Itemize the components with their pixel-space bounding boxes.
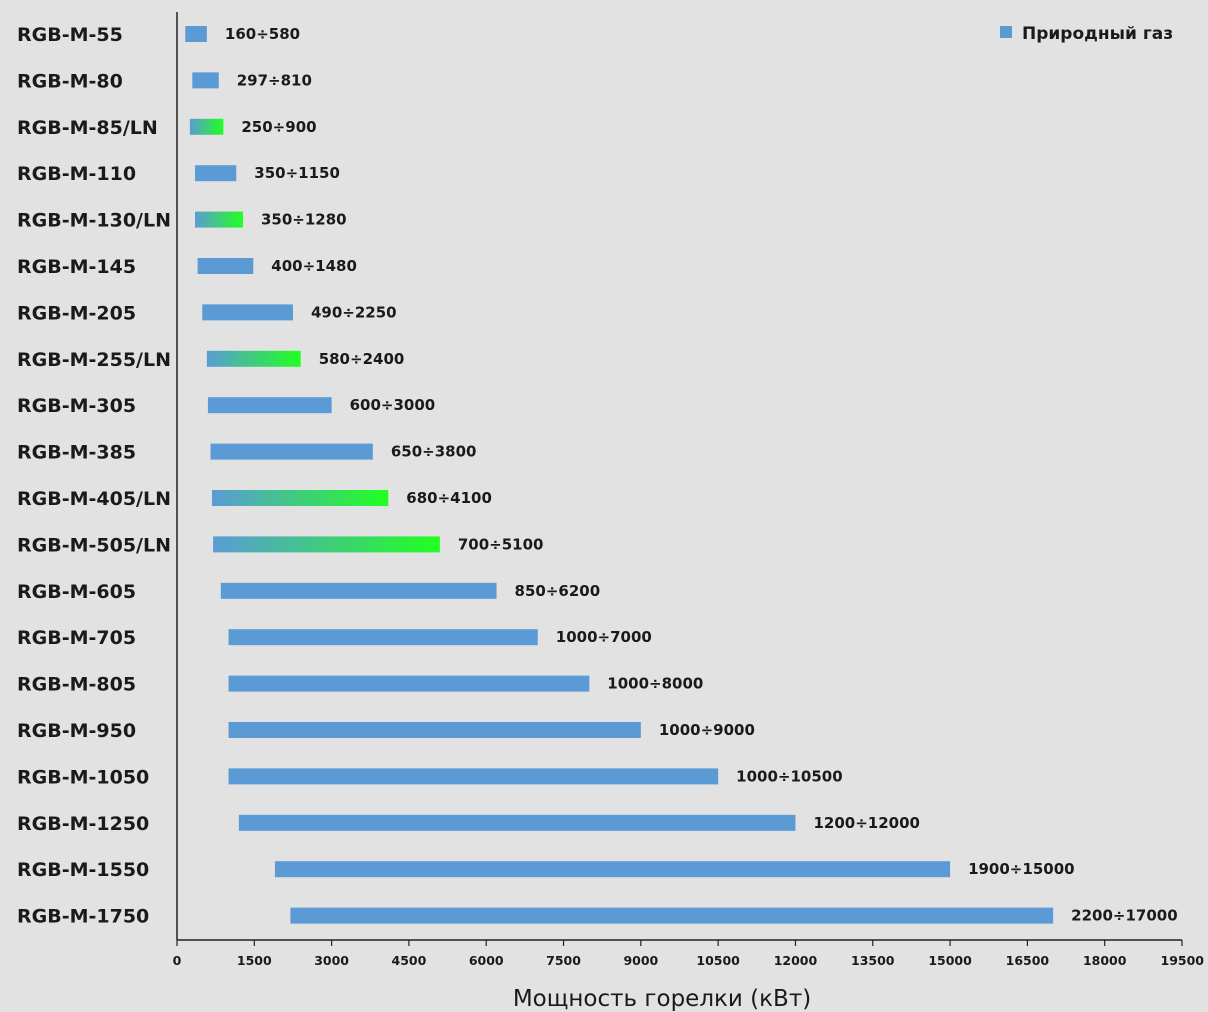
category-label: RGB-M-255/LN <box>17 349 171 371</box>
category-label: RGB-M-1550 <box>17 859 149 881</box>
data-label: 1900÷15000 <box>968 860 1075 878</box>
x-axis-title: Мощность горелки (кВт) <box>513 986 811 1012</box>
category-label: RGB-M-55 <box>17 24 123 46</box>
legend-swatch <box>1000 26 1012 38</box>
bar <box>274 861 951 878</box>
data-label: 297÷810 <box>237 71 312 89</box>
data-label: 250÷900 <box>241 118 316 136</box>
bar <box>197 258 254 274</box>
x-tick-label: 7500 <box>546 953 581 968</box>
category-label: RGB-M-85/LN <box>17 117 158 139</box>
bar <box>228 629 538 646</box>
data-label: 580÷2400 <box>319 350 405 368</box>
bar <box>206 350 301 367</box>
category-label: RGB-M-705 <box>17 627 136 649</box>
data-label: 400÷1480 <box>271 257 357 275</box>
category-label: RGB-M-805 <box>17 674 136 696</box>
data-label: 1000÷8000 <box>607 675 703 693</box>
x-tick-label: 12000 <box>774 953 818 968</box>
bar <box>290 907 1054 924</box>
legend-label: Природный газ <box>1022 24 1173 44</box>
category-label: RGB-M-1050 <box>17 766 149 788</box>
data-label: 1200÷12000 <box>813 814 920 832</box>
bar <box>202 304 293 321</box>
category-label: RGB-M-305 <box>17 395 136 417</box>
bar <box>192 72 219 89</box>
bar <box>189 118 224 135</box>
x-tick-label: 15000 <box>928 953 972 968</box>
bar <box>228 722 641 738</box>
category-label: RGB-M-130/LN <box>17 210 171 232</box>
x-tick-label: 6000 <box>469 953 504 968</box>
category-label: RGB-M-385 <box>17 442 136 464</box>
data-label: 650÷3800 <box>391 443 477 461</box>
data-label: 2200÷17000 <box>1071 907 1178 925</box>
category-label: RGB-M-950 <box>17 720 136 742</box>
bar <box>238 814 796 831</box>
data-label: 680÷4100 <box>406 489 492 507</box>
data-label: 1000÷7000 <box>556 628 652 646</box>
data-label: 490÷2250 <box>311 303 397 321</box>
x-tick-label: 0 <box>173 953 182 968</box>
x-tick-label: 13500 <box>851 953 895 968</box>
bar <box>228 675 590 692</box>
data-label: 600÷3000 <box>350 396 436 414</box>
bar <box>195 211 243 228</box>
category-label: RGB-M-205 <box>17 302 136 324</box>
category-label: RGB-M-505/LN <box>17 534 171 556</box>
category-label: RGB-M-80 <box>17 70 123 92</box>
data-labels: 160÷580 297÷810 250÷900 350÷1150 350÷1280 400… <box>225 25 1178 925</box>
category-label: RGB-M-1250 <box>17 813 149 835</box>
x-tick-label: 3000 <box>314 953 349 968</box>
data-label: 700÷5100 <box>458 535 544 553</box>
bar <box>210 443 373 460</box>
bar <box>220 582 497 599</box>
bar <box>228 768 719 785</box>
bar <box>213 536 440 553</box>
bars-layer <box>185 26 1054 924</box>
data-label: 1000÷9000 <box>659 721 755 739</box>
x-tick-label: 16500 <box>1006 953 1050 968</box>
data-label: 160÷580 <box>225 25 300 43</box>
category-label: RGB-M-110 <box>17 163 136 185</box>
bar <box>185 26 207 42</box>
x-tick-label: 9000 <box>623 953 658 968</box>
category-label: RGB-M-405/LN <box>17 488 171 510</box>
data-label: 850÷6200 <box>515 582 601 600</box>
category-label: RGB-M-145 <box>17 256 136 278</box>
x-tick-label: 10500 <box>696 953 740 968</box>
x-tick-label: 4500 <box>392 953 427 968</box>
legend: Природный газ <box>1000 24 1173 44</box>
data-label: 1000÷10500 <box>736 767 843 785</box>
x-axis-ticks: 0 1500 3000 4500 6000 7500 9000 10500 12000 13500… <box>173 940 1205 968</box>
category-labels: RGB-M-55 RGB-M-80 RGB-M-85/LN RGB-M-110 RGB-… <box>17 24 171 928</box>
data-label: 350÷1280 <box>261 211 347 229</box>
bar <box>195 165 237 182</box>
category-label: RGB-M-605 <box>17 581 136 603</box>
bar <box>207 397 332 414</box>
category-label: RGB-M-1750 <box>17 906 149 928</box>
x-tick-label: 18000 <box>1083 953 1127 968</box>
data-label: 350÷1150 <box>254 164 340 182</box>
x-tick-label: 19500 <box>1161 953 1205 968</box>
x-tick-label: 1500 <box>237 953 272 968</box>
bar <box>212 490 389 506</box>
